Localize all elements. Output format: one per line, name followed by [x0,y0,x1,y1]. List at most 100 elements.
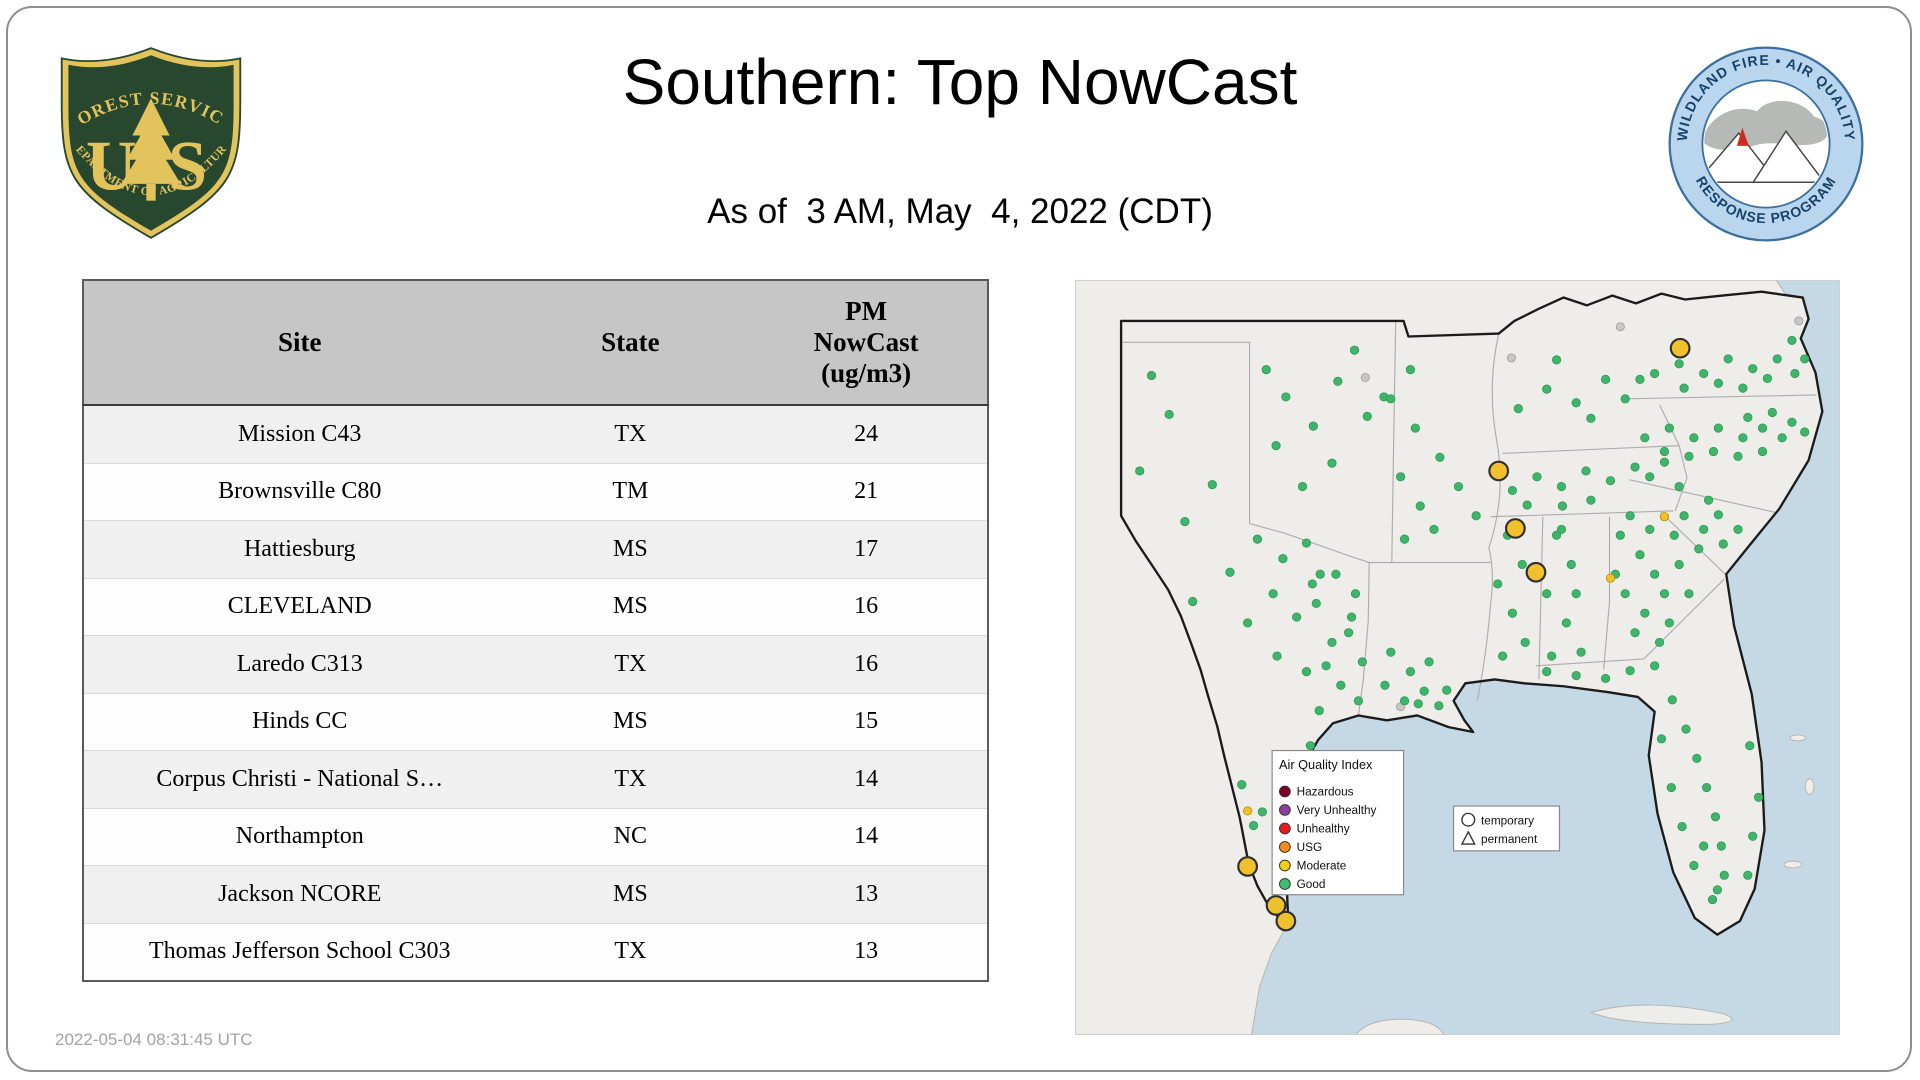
monitor-dot [1520,637,1530,647]
monitor-dot [1650,661,1660,671]
monitor-dot [1635,374,1645,384]
monitor-dot [1666,782,1676,793]
smoke-plume-icon [1704,100,1828,150]
column-header-pm-nowcast: PM NowCast (ug/m3) [745,280,988,406]
monitor-dot [1645,524,1655,534]
monitor-dot [1790,368,1800,379]
table-cell: Thomas Jefferson School C303 [83,922,516,981]
monitor-dot [1738,383,1748,393]
monitor-dot [1278,554,1288,564]
table-cell: 14 [745,750,988,808]
monitor-dot [1674,559,1684,570]
table-row: CLEVELAND MS 16 [83,577,988,636]
monitor-dot [1532,472,1542,482]
monitor-dot [1679,383,1689,393]
aqi-legend: Air Quality Index Hazardous Very Unhealth… [1271,749,1405,896]
monitor-dot [1488,460,1510,482]
monitor-dot [1723,354,1733,364]
table-cell: 15 [745,692,988,751]
monitor-dot [1757,423,1768,433]
monitor-dot [1615,530,1625,540]
monitor-dot [1703,495,1714,505]
monitor-dot [1556,481,1567,492]
monitor-dot [1517,559,1527,570]
monitor-dot [1719,870,1729,880]
monitor-dot [1800,427,1810,437]
monitor-dot [1547,651,1557,661]
monitor-dot [1327,637,1337,647]
monitor-dot [1415,501,1425,511]
table-row: Laredo C313 TX 16 [83,635,988,693]
monitor-dot [1681,724,1691,734]
monitor-dot [1625,666,1635,676]
monitor-dot [1669,337,1691,359]
monitor-dot [1674,481,1684,492]
monitor-dot [1707,895,1718,905]
legend-label: Good [1297,878,1326,891]
monitor-dot [1292,612,1302,622]
map-frame [1075,279,1840,1035]
table-row: Northampton NC 14 [83,807,988,866]
monitor-dot [1542,667,1552,677]
monitor-dot [1615,322,1625,332]
monitor-dot [1207,480,1217,490]
wfaqrp-logo-icon: WILDLAND FIRE • AIR QUALITY RESPONSE PRO… [1668,46,1864,242]
legend-color-dot [1279,822,1291,835]
monitor-dot [1684,451,1694,461]
monitor-dot [1413,699,1423,709]
monitor-dot [1301,538,1312,548]
monitor-dot [1360,372,1370,382]
marker-type-legend: temporary permanent [1452,805,1561,852]
monitor-dot [1315,569,1325,579]
pine-tree-icon [121,98,181,201]
legend-color-dot [1279,878,1291,890]
monitor-dot [1650,368,1660,379]
monitor-dot [1689,433,1699,443]
no-data-dots [1360,316,1804,712]
monitor-dot [1396,472,1406,482]
monitor-dot [1506,353,1516,363]
monitor-dot [1716,841,1726,851]
temporary-label: temporary [1481,815,1534,828]
legend-label: Very Unhealthy [1297,804,1377,817]
table-row: Thomas Jefferson School C303 TX 13 [83,922,988,981]
monitor-dot [1357,657,1367,667]
monitor-dot [1504,518,1526,539]
monitor-dot [1453,481,1464,492]
monitor-dot [1713,378,1723,388]
column-header-state: State [515,280,746,406]
table-cell: CLEVELAND [83,577,516,636]
table-cell: MS [515,692,746,751]
monitor-dot [1794,316,1804,326]
monitor-dot [1561,618,1571,628]
aqi-legend-title: Air Quality Index [1279,758,1373,772]
table-cell: 13 [745,922,988,981]
monitor-dot [1493,579,1503,589]
monitor-dot [1757,446,1768,457]
legend-label: USG [1297,841,1322,854]
monitor-dot [1271,441,1281,451]
table-cell: 16 [745,577,988,636]
monitor-dot [1237,856,1259,877]
monitor-dot [1308,421,1318,431]
table-row: Jackson NCORE MS 13 [83,865,988,923]
table-row: Mission C43 TX 24 [83,404,988,463]
table-cell: MS [515,577,746,636]
table-cell: Hattiesburg [83,520,516,578]
outlying-islands [1354,734,1815,1036]
table-cell: 21 [745,462,988,521]
monitor-dot [1410,423,1420,433]
monitor-dot [1654,637,1665,647]
monitor-dot [1659,457,1670,467]
legend-label: Moderate [1297,859,1347,872]
monitor-dot [1180,517,1190,527]
monitor-dot [1581,466,1591,476]
monitor-dot [1498,651,1508,661]
table-row: Corpus Christi - National S… TX 14 [83,750,988,808]
monitor-dot [1800,354,1810,364]
monitor-dot [1600,374,1611,384]
monitor-dot [1327,458,1337,468]
monitor-dot [1261,365,1271,375]
good-aqi-dots [1135,335,1810,905]
monitor-dot [1281,392,1291,402]
